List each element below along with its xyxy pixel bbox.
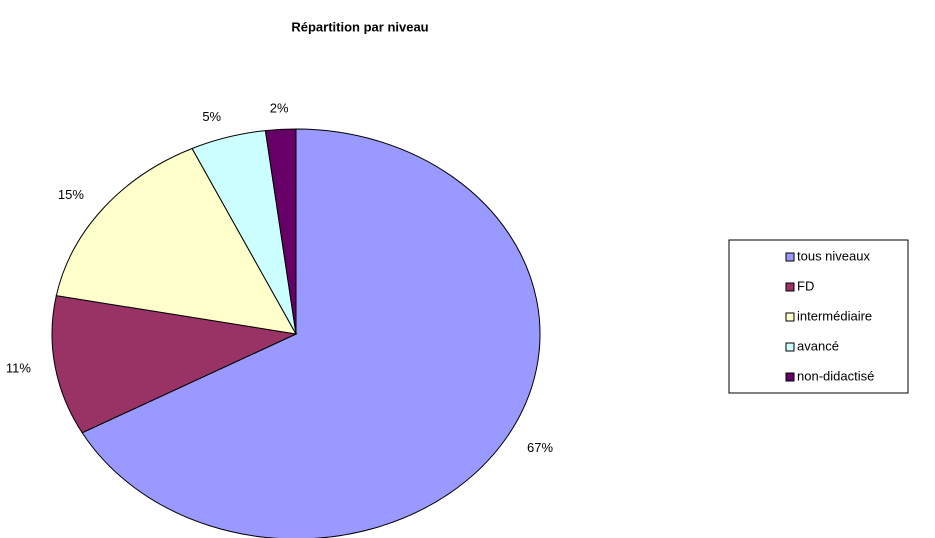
data-label: 67% [527, 440, 553, 455]
data-label: 2% [270, 100, 289, 115]
legend-swatch [785, 312, 795, 322]
data-label: 15% [58, 187, 84, 202]
legend-box [728, 239, 909, 394]
data-label: 11% [6, 361, 31, 376]
legend-label: non-didactisé [797, 368, 874, 383]
pie-slice [81, 128, 541, 538]
legend-label: intermédiaire [797, 308, 872, 323]
legend-swatch [785, 342, 795, 352]
pie-slice [264, 128, 297, 335]
legend-swatch [785, 252, 795, 262]
chart-title: Répartition par niveau [291, 19, 428, 34]
legend-label: avancé [797, 338, 839, 353]
pie-slice [51, 295, 298, 434]
pie-slice [55, 147, 297, 335]
legend-swatch [785, 282, 795, 292]
legend-label: tous niveaux [797, 248, 870, 263]
legend-swatch [785, 372, 795, 382]
legend-label: FD [797, 278, 814, 293]
data-label: 5% [202, 109, 221, 124]
